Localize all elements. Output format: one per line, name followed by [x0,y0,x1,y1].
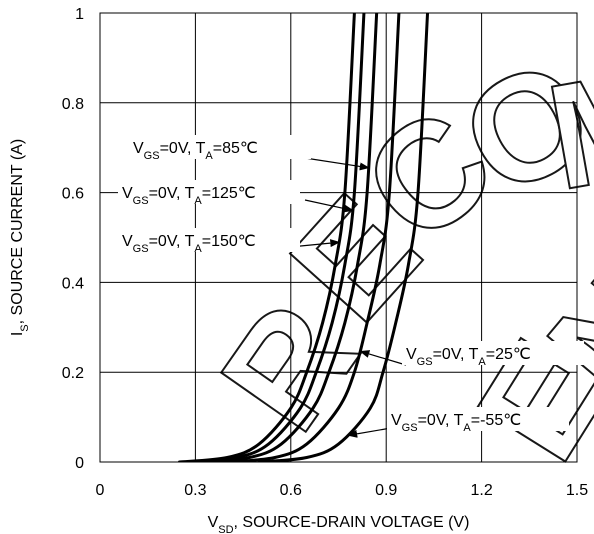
annotation-label: VGS=0V, TA=25℃ [406,346,531,368]
series-line-0 [178,13,356,462]
y-tick-label: 0.2 [62,365,84,382]
x-tick-label: 0.9 [375,482,397,499]
y-axis-label: IS, SOURCE CURRENT (A) [9,139,31,336]
annotation-bg [118,228,300,252]
grid [100,13,577,462]
annotation-label: VGS=0V, TA=150℃ [122,233,256,255]
x-axis-label: VSD, SOURCE-DRAIN VOLTAGE (V) [208,514,470,534]
annotation-arrow [347,427,392,438]
annotation-arrow [304,199,354,213]
annotation-label: VGS=0V, TA=85℃ [133,140,258,162]
series-line-4 [257,13,430,462]
y-tick-label: 0.6 [62,186,84,203]
x-tick-labels: 0 0.3 0.6 0.9 1.2 1.5 [96,482,589,499]
x-tick-label: 1.5 [566,482,588,499]
annotations: VGS=0V, TA=85℃ VGS=0V, TA=125℃ VGS=0V, TA=… [118,135,584,438]
series-line-1 [187,13,366,462]
watermark: RECOMMEN [188,24,594,488]
x-tick-label: 0.3 [184,482,206,499]
annotation-bg [387,407,569,431]
y-tick-labels: 0 0.2 0.4 0.6 0.8 1 [62,6,84,472]
series-line-3 [225,13,401,462]
plot-frame [99,12,578,463]
x-tick-label: 1.2 [470,482,492,499]
y-tick-label: 1 [75,6,84,23]
annotation-bg [129,135,311,159]
annotation-arrow [304,157,370,171]
curves [178,13,430,462]
annotation-label: VGS=0V, TA=-55℃ [391,412,521,434]
y-tick-label: 0.8 [62,96,84,113]
annotation-bg [402,341,584,365]
annotation-arrow [359,350,407,366]
x-tick-label: 0 [96,482,105,499]
x-tick-label: 0.6 [280,482,302,499]
annotation-label: VGS=0V, TA=125℃ [122,185,256,207]
y-tick-label: 0.4 [62,275,84,292]
series-line-2 [200,13,379,462]
annotation-bg [118,180,300,204]
y-tick-label: 0 [75,455,84,472]
